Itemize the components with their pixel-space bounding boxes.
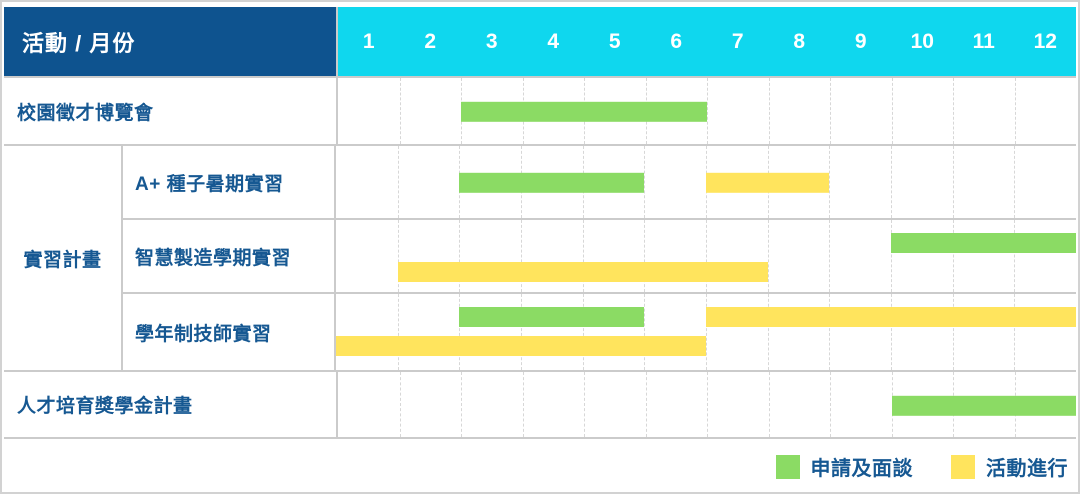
month-gridline [644, 146, 646, 218]
month-gridline [397, 294, 399, 370]
month-gridline [399, 372, 401, 437]
month-gridline [707, 372, 708, 437]
gantt-bar-green [461, 101, 707, 122]
month-gridline [767, 220, 769, 292]
month-label: 3 [485, 29, 498, 53]
month-gridline [830, 372, 831, 437]
legend-label: 活動進行 [986, 458, 1068, 480]
month-gridline [829, 294, 831, 370]
month-gridline [459, 294, 461, 370]
month-gridline [768, 372, 770, 437]
activity-label: 智慧製造學期實習 [123, 220, 336, 292]
month-gridline [522, 372, 524, 437]
activity-row: 人才培育獎學金計畫 [4, 372, 1076, 439]
gantt-body: 校園徵才博覽會 實習計畫 A+ 種子暑期實習 智慧製造學期實習 學年制技師實習 人才培育獎… [4, 78, 1076, 439]
month-gridline [952, 146, 954, 218]
gantt-bar-yellow [397, 262, 768, 282]
month-gridline [1014, 220, 1016, 292]
month-header: 1 2 3 4 5 6 7 8 9 10 11 12 [338, 7, 1076, 76]
month-gridline [768, 78, 770, 144]
month-label: 7 [731, 29, 744, 53]
month-label: 12 [1033, 29, 1057, 53]
month-gridline [891, 78, 893, 144]
month-gridline [521, 294, 522, 370]
month-gridline [582, 294, 584, 370]
month-gridline [891, 146, 892, 218]
month-label: 9 [854, 29, 867, 53]
month-gridline [459, 220, 461, 292]
gantt-bar-green [459, 307, 645, 327]
gantt-bar-green [459, 172, 645, 193]
gantt-bar-yellow [336, 336, 706, 356]
legend-label: 申請及面談 [810, 458, 913, 480]
legend-item: 活動進行 [951, 452, 1068, 481]
month-gridline [891, 294, 892, 370]
month-gridline [1014, 294, 1016, 370]
month-gridline [829, 220, 831, 292]
gantt-bar-green [891, 233, 1076, 253]
month-gridline [582, 220, 584, 292]
month-gridline [953, 78, 954, 144]
month-gridline [706, 294, 707, 370]
month-gridline [830, 78, 831, 144]
month-gridline [1014, 78, 1016, 144]
chart-cell [336, 220, 1076, 292]
group-label: 實習計畫 [4, 146, 123, 370]
gantt-bar-yellow [706, 172, 830, 193]
month-label: 2 [424, 29, 437, 53]
activity-label: 校園徵才博覽會 [4, 78, 338, 144]
activity-label: A+ 種子暑期實習 [123, 146, 336, 218]
month-gridline [952, 294, 954, 370]
gantt-bar-green [891, 395, 1076, 416]
chart-cell [336, 146, 1076, 218]
corner-header-label: 活動 / 月份 [22, 30, 136, 56]
gantt-table: 活動 / 月份 1 2 3 4 5 6 7 8 9 10 11 12 校園徵才博覽會 實習計畫 A+ 種子… [4, 7, 1076, 439]
month-label: 5 [608, 29, 621, 53]
month-gridline [397, 220, 399, 292]
month-label: 11 [972, 29, 995, 53]
month-gridline [644, 220, 646, 292]
chart-cell [336, 294, 1076, 370]
month-label: 4 [547, 29, 560, 53]
group-rows: A+ 種子暑期實習 智慧製造學期實習 學年制技師實習 [123, 146, 1076, 370]
activity-group: 實習計畫 A+ 種子暑期實習 智慧製造學期實習 學年制技師實習 [4, 146, 1076, 372]
month-gridline [461, 372, 462, 437]
month-gridline [891, 220, 892, 292]
chart-cell [338, 78, 1076, 144]
month-label: 1 [362, 29, 375, 53]
month-gridline [707, 78, 708, 144]
month-gridline [644, 294, 646, 370]
month-gridline [952, 220, 954, 292]
legend-swatch-green [775, 454, 800, 479]
activity-row: 智慧製造學期實習 [123, 220, 1076, 294]
legend-swatch-yellow [951, 454, 975, 479]
activity-row: 校園徵才博覽會 [4, 78, 1076, 146]
month-gridline [829, 146, 831, 218]
month-gridline [399, 78, 401, 144]
month-gridline [584, 372, 585, 437]
month-gridline [645, 372, 647, 437]
activity-label: 人才培育獎學金計畫 [4, 372, 338, 437]
activity-row: A+ 種子暑期實習 [123, 146, 1076, 220]
month-label: 10 [910, 29, 934, 53]
month-label: 6 [670, 29, 683, 53]
legend-item: 申請及面談 [775, 452, 914, 481]
month-gridline [1014, 146, 1016, 218]
activity-label: 學年制技師實習 [123, 294, 336, 370]
gantt-bar-yellow [706, 307, 1076, 327]
month-gridline [706, 220, 707, 292]
month-gridline [397, 146, 399, 218]
month-label: 8 [793, 29, 806, 53]
header-row: 活動 / 月份 1 2 3 4 5 6 7 8 9 10 11 12 [4, 7, 1076, 78]
chart-cell [338, 372, 1076, 437]
corner-header-cell: 活動 / 月份 [4, 7, 338, 76]
month-gridline [767, 294, 769, 370]
legend: 申請及面談 活動進行 [4, 439, 1076, 492]
month-gridline [521, 220, 522, 292]
activity-row: 學年制技師實習 [123, 294, 1076, 370]
